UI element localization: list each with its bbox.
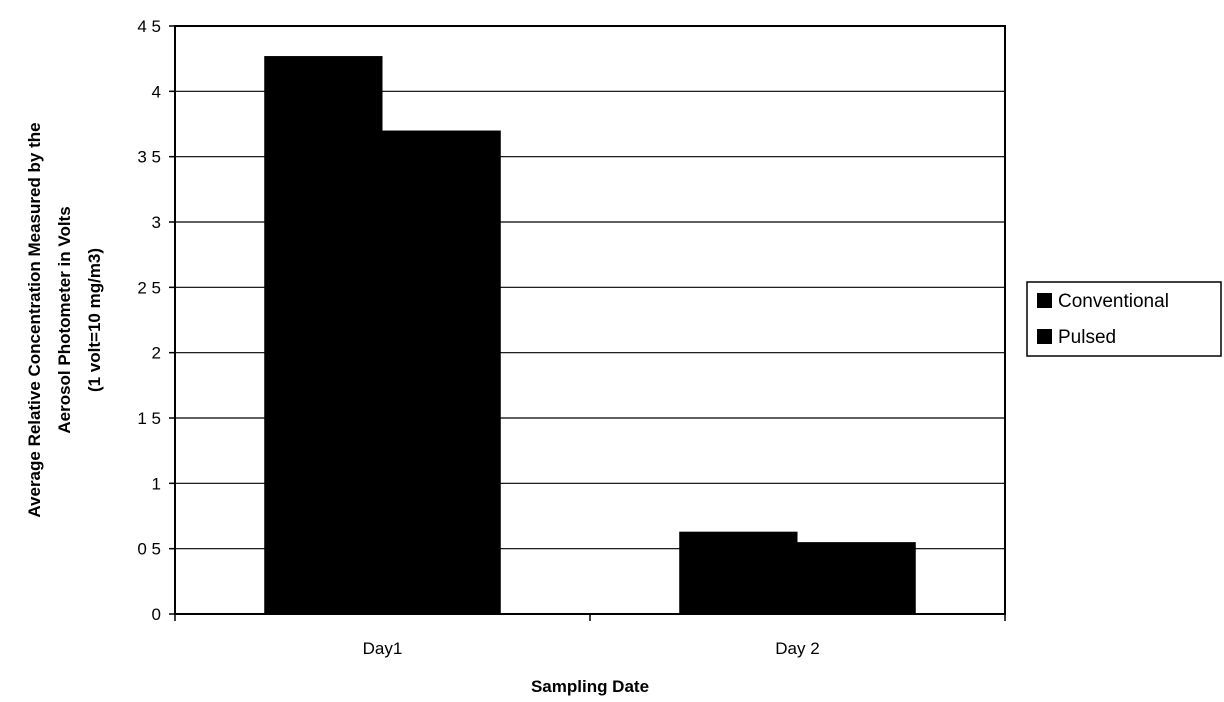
bar-conventional-2 xyxy=(679,531,798,614)
y-tick-label-8: 4 xyxy=(152,82,161,101)
bar-pulsed-1 xyxy=(382,130,501,615)
y-axis-title-line-2: Aerosol Photometer in Volts xyxy=(55,206,74,433)
y-tick-label-2: 1 xyxy=(152,474,161,493)
y-tick-label-1: 0 5 xyxy=(137,540,161,559)
y-axis-title-line-3: (1 volt=10 mg/m3) xyxy=(85,248,104,392)
y-tick-label-3: 1 5 xyxy=(137,409,161,428)
legend-label-conventional: Conventional xyxy=(1058,291,1169,312)
y-axis-title-line-1: Average Relative Concentration Measured … xyxy=(25,122,44,517)
y-axis-title: Average Relative Concentration Measured … xyxy=(25,122,104,517)
legend-box xyxy=(1026,281,1222,357)
x-ticks: Day1 Day 2 xyxy=(174,614,1006,658)
y-ticks: 0 0 5 1 1 5 2 2 5 3 3 5 4 4 5 xyxy=(137,17,175,624)
y-tick-label-4: 2 xyxy=(152,344,161,363)
legend: Conventional Pulsed xyxy=(1026,281,1222,357)
legend-swatch-pulsed xyxy=(1037,329,1052,344)
bar-conventional-1 xyxy=(264,56,383,614)
y-tick-label-5: 2 5 xyxy=(137,278,161,297)
bar-pulsed-2 xyxy=(797,542,916,614)
y-tick-label-6: 3 xyxy=(152,213,161,232)
x-axis-title: Sampling Date xyxy=(531,677,649,696)
legend-swatch-conventional xyxy=(1037,293,1052,308)
bars xyxy=(264,56,916,615)
x-tick-label-2: Day 2 xyxy=(775,639,819,658)
y-tick-label-9: 4 5 xyxy=(137,17,161,36)
y-tick-label-7: 3 5 xyxy=(137,148,161,167)
x-tick-label-1: Day1 xyxy=(363,639,403,658)
y-tick-label-0: 0 xyxy=(152,605,161,624)
legend-label-pulsed: Pulsed xyxy=(1058,327,1116,348)
